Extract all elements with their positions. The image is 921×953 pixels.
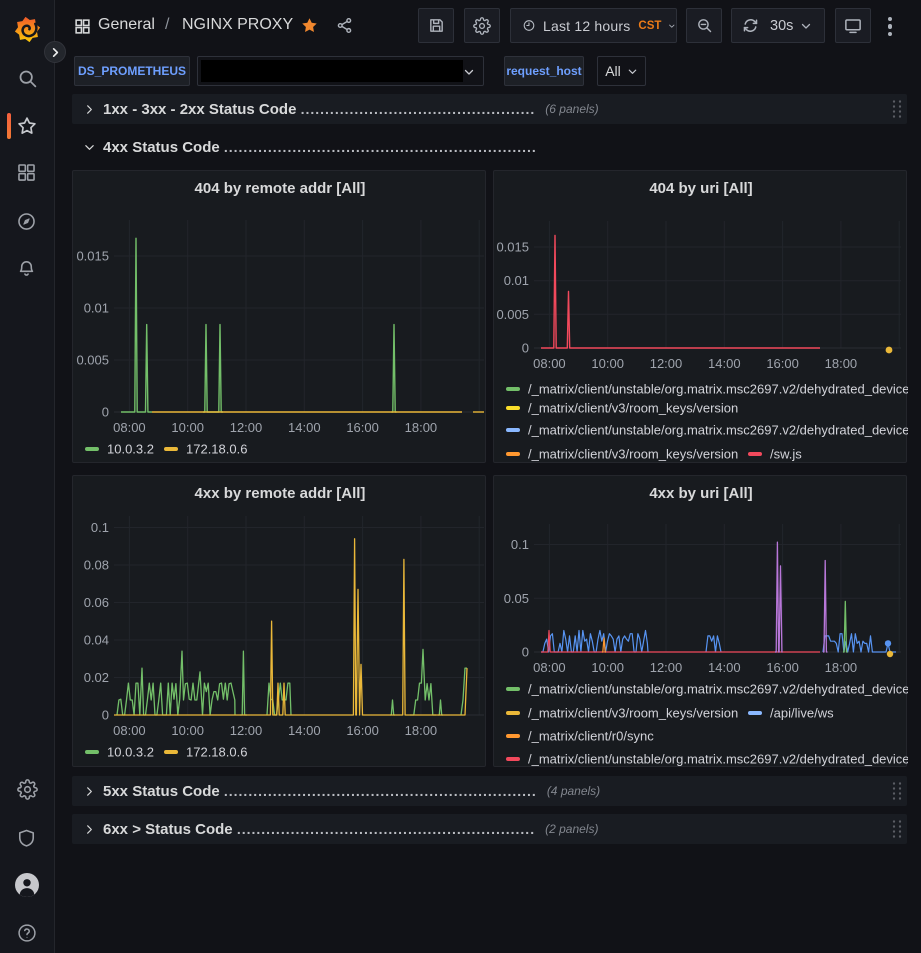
svg-text:/_matrix/client/unstable/org.m: /_matrix/client/unstable/org.matrix.msc2… bbox=[528, 752, 908, 767]
svg-text:0: 0 bbox=[522, 645, 529, 660]
svg-text:12:00: 12:00 bbox=[230, 420, 263, 435]
svg-text:0.06: 0.06 bbox=[84, 595, 109, 610]
svg-text:16:00: 16:00 bbox=[766, 356, 799, 371]
svg-text:0.005: 0.005 bbox=[76, 353, 109, 368]
svg-text:0.08: 0.08 bbox=[84, 558, 109, 573]
svg-text:/_matrix/client/unstable/org.m: /_matrix/client/unstable/org.matrix.msc2… bbox=[528, 382, 908, 397]
svg-text:0.04: 0.04 bbox=[84, 633, 109, 648]
svg-text:/_matrix/client/unstable/org.m: /_matrix/client/unstable/org.matrix.msc2… bbox=[528, 682, 908, 697]
svg-text:10:00: 10:00 bbox=[171, 723, 204, 738]
svg-text:0.1: 0.1 bbox=[511, 537, 529, 552]
svg-text:16:00: 16:00 bbox=[346, 420, 379, 435]
svg-text:14:00: 14:00 bbox=[288, 420, 321, 435]
svg-text:/_matrix/client/v3/room_keys/v: /_matrix/client/v3/room_keys/version bbox=[528, 401, 738, 416]
svg-text:0.1: 0.1 bbox=[91, 520, 109, 535]
svg-text:/_matrix/client/r0/sync: /_matrix/client/r0/sync bbox=[528, 729, 654, 744]
svg-text:10.0.3.2: 10.0.3.2 bbox=[107, 745, 154, 760]
svg-text:/_matrix/client/unstable/org.m: /_matrix/client/unstable/org.matrix.msc2… bbox=[528, 423, 908, 438]
svg-text:10:00: 10:00 bbox=[591, 660, 624, 675]
svg-text:4xx by remote addr [All]: 4xx by remote addr [All] bbox=[195, 485, 366, 502]
svg-text:/sw.js: /sw.js bbox=[770, 447, 802, 462]
svg-text:18:00: 18:00 bbox=[405, 723, 438, 738]
svg-text:0: 0 bbox=[102, 405, 109, 420]
svg-text:08:00: 08:00 bbox=[113, 420, 146, 435]
svg-text:0: 0 bbox=[102, 708, 109, 723]
svg-text:14:00: 14:00 bbox=[708, 356, 741, 371]
svg-text:16:00: 16:00 bbox=[346, 723, 379, 738]
svg-text:18:00: 18:00 bbox=[825, 356, 858, 371]
svg-text:08:00: 08:00 bbox=[113, 723, 146, 738]
svg-text:172.18.0.6: 172.18.0.6 bbox=[186, 745, 247, 760]
svg-text:/api/live/ws: /api/live/ws bbox=[770, 706, 834, 721]
svg-text:12:00: 12:00 bbox=[230, 723, 263, 738]
svg-text:0.015: 0.015 bbox=[496, 240, 529, 255]
svg-text:/_matrix/client/v3/room_keys/v: /_matrix/client/v3/room_keys/version bbox=[528, 447, 738, 462]
svg-text:0.015: 0.015 bbox=[76, 249, 109, 264]
svg-text:0.05: 0.05 bbox=[504, 591, 529, 606]
svg-text:18:00: 18:00 bbox=[825, 660, 858, 675]
svg-text:10:00: 10:00 bbox=[591, 356, 624, 371]
svg-text:0.01: 0.01 bbox=[504, 273, 529, 288]
svg-text:08:00: 08:00 bbox=[533, 660, 566, 675]
svg-text:0.005: 0.005 bbox=[496, 307, 529, 322]
svg-text:0: 0 bbox=[522, 341, 529, 356]
svg-text:10:00: 10:00 bbox=[171, 420, 204, 435]
svg-text:4xx by uri [All]: 4xx by uri [All] bbox=[649, 485, 752, 502]
svg-text:0.01: 0.01 bbox=[84, 301, 109, 316]
svg-text:/_matrix/client/v3/room_keys/v: /_matrix/client/v3/room_keys/version bbox=[528, 706, 738, 721]
svg-text:12:00: 12:00 bbox=[650, 660, 683, 675]
svg-text:404 by uri [All]: 404 by uri [All] bbox=[649, 180, 752, 197]
svg-text:172.18.0.6: 172.18.0.6 bbox=[186, 442, 247, 457]
svg-text:18:00: 18:00 bbox=[405, 420, 438, 435]
svg-text:14:00: 14:00 bbox=[288, 723, 321, 738]
svg-text:12:00: 12:00 bbox=[650, 356, 683, 371]
svg-text:0.02: 0.02 bbox=[84, 670, 109, 685]
svg-text:08:00: 08:00 bbox=[533, 356, 566, 371]
svg-text:14:00: 14:00 bbox=[708, 660, 741, 675]
svg-text:404 by remote addr [All]: 404 by remote addr [All] bbox=[195, 180, 366, 197]
svg-text:10.0.3.2: 10.0.3.2 bbox=[107, 442, 154, 457]
svg-text:16:00: 16:00 bbox=[766, 660, 799, 675]
